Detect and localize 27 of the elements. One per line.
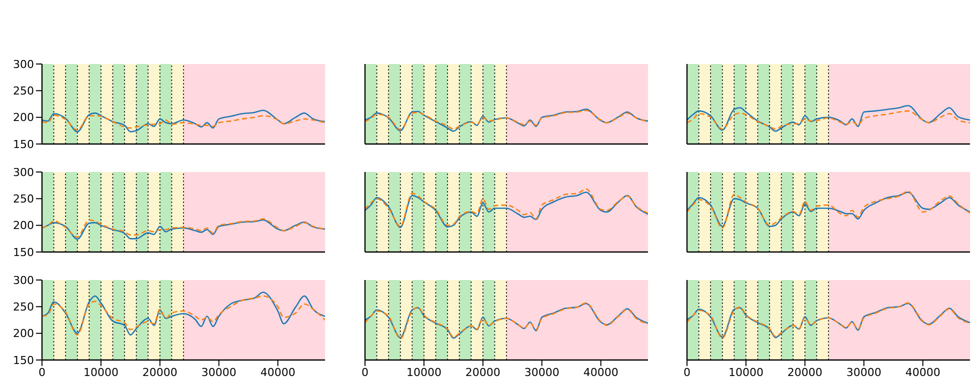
y-tick-label: 200 — [13, 111, 34, 124]
y-tick-label: 200 — [13, 219, 34, 232]
y-tick-label: 150 — [13, 138, 34, 151]
y-tick-label: 250 — [13, 192, 34, 206]
x-tick-label: 0 — [38, 366, 46, 379]
x-tick-label: 10000 — [83, 366, 118, 379]
x-tick-label: 10000 — [728, 366, 764, 379]
x-tick-label: 20000 — [787, 366, 822, 379]
x-tick-label: 40000 — [905, 366, 940, 379]
x-tick-label: 20000 — [142, 366, 178, 379]
y-tick-label: 150 — [13, 246, 34, 259]
x-tick-label: 20000 — [465, 366, 500, 379]
y-tick-label: 250 — [13, 300, 34, 314]
x-tick-label: 30000 — [524, 366, 560, 379]
y-tick-label: 250 — [13, 84, 34, 98]
y-tick-label: 300 — [13, 58, 34, 71]
x-tick-label: 10000 — [406, 366, 442, 379]
y-tick-label: 300 — [13, 274, 34, 287]
x-tick-label: 40000 — [260, 366, 296, 379]
y-tick-label: 150 — [13, 354, 34, 367]
y-tick-label: 200 — [13, 327, 34, 340]
x-tick-label: 30000 — [201, 366, 236, 379]
x-tick-label: 30000 — [846, 366, 882, 379]
y-tick-label: 300 — [13, 166, 34, 179]
x-tick-label: 40000 — [583, 366, 618, 379]
x-tick-label: 0 — [362, 366, 368, 379]
x-tick-label: 0 — [684, 366, 690, 379]
